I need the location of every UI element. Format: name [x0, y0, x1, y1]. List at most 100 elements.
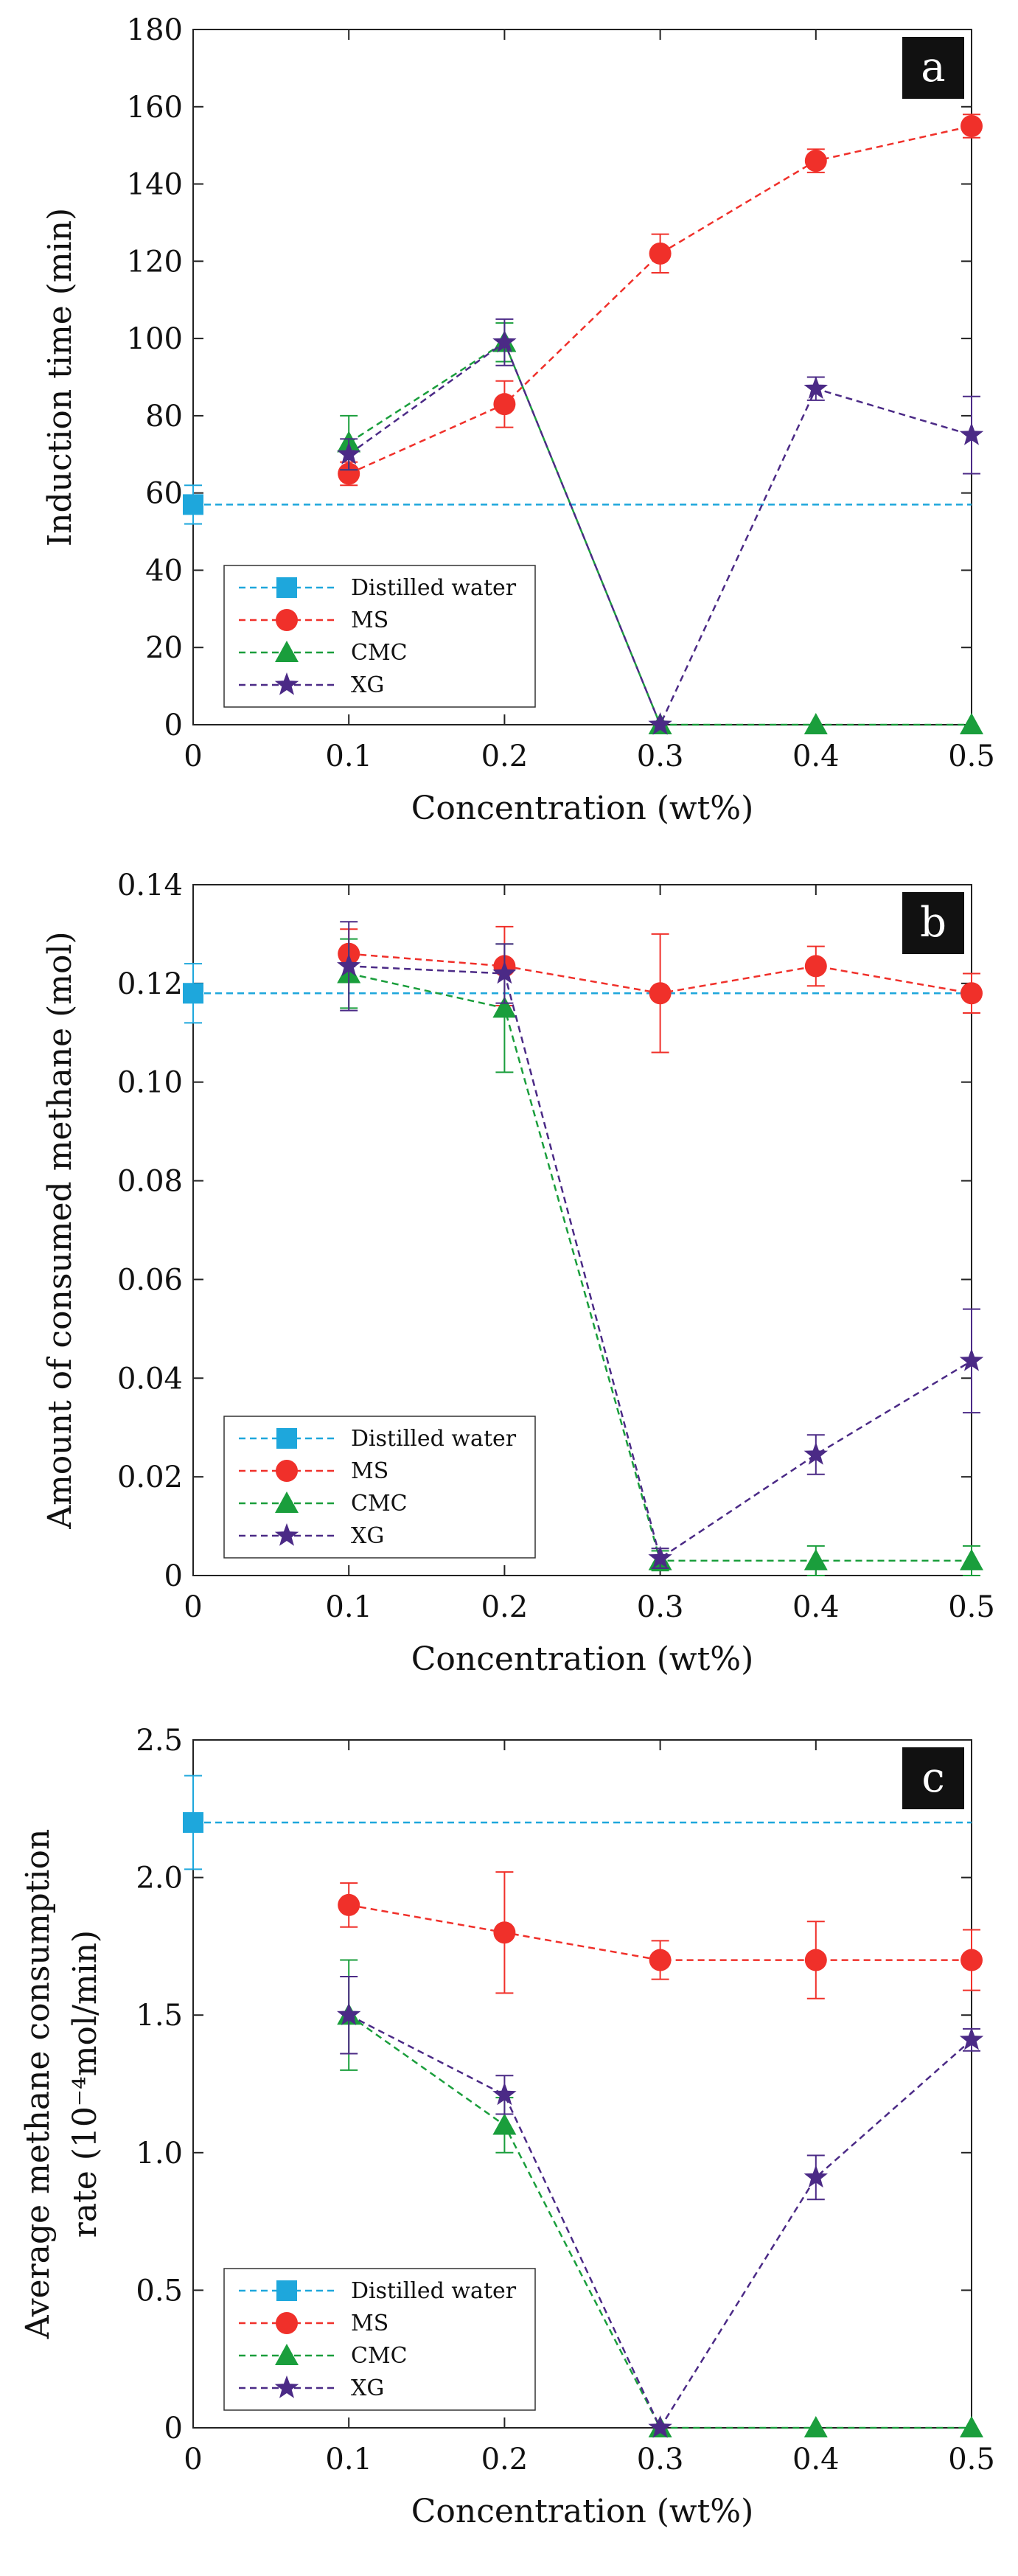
y-tick-label: 0.10	[117, 1066, 183, 1100]
y-tick-label: 0.14	[117, 868, 183, 902]
legend-marker	[276, 1428, 297, 1449]
panel-badge	[902, 1747, 964, 1809]
plot-frame	[192, 1739, 972, 2429]
series-distilled-water	[183, 1775, 972, 1870]
data-point-star	[648, 712, 672, 735]
data-point-star	[492, 2082, 517, 2106]
data-point-star	[803, 2165, 828, 2188]
y-tick-label: 1.0	[136, 2137, 183, 2171]
data-point-circle	[493, 393, 516, 416]
data-point-triangle	[803, 2416, 828, 2437]
y-tick-label: 120	[127, 245, 183, 279]
legend-label: CMC	[351, 2343, 408, 2369]
legend: Distilled water MS CMC XG	[223, 1416, 536, 1559]
y-tick-label: 0.06	[117, 1263, 183, 1297]
data-point-star	[959, 422, 984, 445]
legend-label: Distilled water	[351, 2278, 517, 2304]
chart-panel-a: 0 0.1 0.2 0.3 0.4 0.5 0 20 40 60 80 100 120 140 160 180…	[41, 13, 995, 827]
panel-label: c	[921, 1754, 944, 1802]
panel-label: b	[920, 899, 946, 947]
legend-marker	[276, 2280, 297, 2301]
plot-frame	[192, 29, 972, 725]
legend-label: Distilled water	[351, 575, 517, 601]
y-axis-label: rate (10⁻⁴mol/min)	[66, 1930, 104, 2238]
data-point-circle	[493, 1921, 516, 1944]
data-point-circle	[804, 1949, 827, 1971]
y-axis-label: Average methane consumption	[19, 1829, 57, 2340]
legend-box	[223, 565, 536, 708]
x-tick-label: 0.5	[948, 2443, 995, 2476]
y-tick-label: 0	[164, 1559, 183, 1593]
data-point-star	[648, 1545, 672, 1569]
x-tick-label: 0.2	[481, 739, 529, 773]
series-line	[348, 125, 972, 475]
legend-marker	[276, 2312, 298, 2334]
data-point-triangle	[492, 996, 517, 1018]
x-tick-label: 0.3	[637, 1590, 684, 1624]
x-tick-label: 0.5	[948, 1590, 995, 1624]
y-tick-label: 0	[164, 709, 183, 742]
y-tick-label: 140	[127, 168, 183, 202]
legend-marker	[276, 1460, 298, 1482]
data-point-star	[648, 2415, 672, 2438]
legend-label: MS	[351, 608, 388, 633]
series-xg	[337, 1975, 984, 2438]
series-distilled-water	[183, 484, 972, 525]
x-tick-label: 0.1	[325, 739, 372, 773]
data-point-star	[337, 2002, 361, 2025]
data-point-circle	[961, 982, 983, 1005]
x-tick-label: 0	[184, 739, 202, 773]
legend-label: Distilled water	[351, 1426, 517, 1452]
data-point-star	[492, 961, 517, 984]
x-tick-label: 0.2	[481, 2443, 529, 2476]
series-line	[349, 965, 972, 1560]
series-ms	[338, 114, 983, 487]
legend-marker	[276, 577, 297, 598]
x-tick-label: 0.3	[637, 2443, 684, 2476]
y-tick-label: 1.5	[136, 1999, 183, 2033]
y-axis-label: Induction time (min)	[41, 208, 79, 546]
chart-panel-b: 0 0.1 0.2 0.3 0.4 0.5 0 0.02 0.04 0.06 0.08 0.10 0.1…	[41, 868, 995, 1678]
x-tick-label: 0.4	[792, 739, 840, 773]
x-axis-label: Concentration (wt%)	[411, 2493, 754, 2530]
y-tick-label: 2.0	[136, 1862, 183, 1896]
x-tick-label: 0.3	[637, 739, 684, 773]
data-point-star	[337, 442, 361, 464]
y-tick-label: 0.04	[117, 1362, 183, 1396]
legend-label: CMC	[351, 1491, 408, 1517]
panel-badge	[902, 37, 964, 99]
data-point-circle	[649, 1949, 672, 1971]
panel-badge	[902, 892, 964, 954]
x-tick-label: 0.4	[792, 2443, 840, 2476]
legend-marker	[274, 672, 299, 695]
x-tick-label: 0.5	[948, 739, 995, 773]
x-tick-label: 0.4	[792, 1590, 840, 1624]
y-tick-label: 160	[127, 91, 183, 125]
y-tick-label: 20	[145, 631, 183, 665]
data-point-circle	[649, 982, 672, 1005]
legend: Distilled water MS CMC XG	[223, 2268, 536, 2411]
data-point-circle	[961, 1949, 983, 1971]
series-ms	[338, 1871, 983, 1999]
x-tick-label: 0.1	[325, 2443, 372, 2476]
y-axis-label: Amount of consumed methane (mol)	[41, 931, 79, 1529]
series-xg	[337, 318, 984, 735]
plot-frame	[192, 884, 972, 1576]
data-point-triangle	[803, 1548, 828, 1570]
x-tick-label: 0	[184, 2443, 202, 2476]
series-line	[348, 341, 972, 728]
x-axis-label: Concentration (wt%)	[411, 1640, 754, 1678]
y-tick-label: 180	[127, 13, 183, 47]
series-ms	[338, 925, 983, 1054]
x-axis-label: Concentration (wt%)	[411, 790, 754, 827]
chart-panel-c: 0 0.1 0.2 0.3 0.4 0.5 0 0.5 1.0 1.5 2.0 2.5 Concentr…	[19, 1724, 995, 2530]
legend-box	[223, 1416, 536, 1559]
data-point-square	[183, 494, 203, 515]
y-tick-label: 80	[145, 400, 183, 434]
legend-label: MS	[351, 1458, 388, 1484]
legend-marker	[275, 2344, 299, 2365]
data-point-star	[959, 1348, 984, 1371]
data-point-triangle	[492, 2113, 517, 2135]
legend-label: XG	[351, 1523, 384, 1549]
